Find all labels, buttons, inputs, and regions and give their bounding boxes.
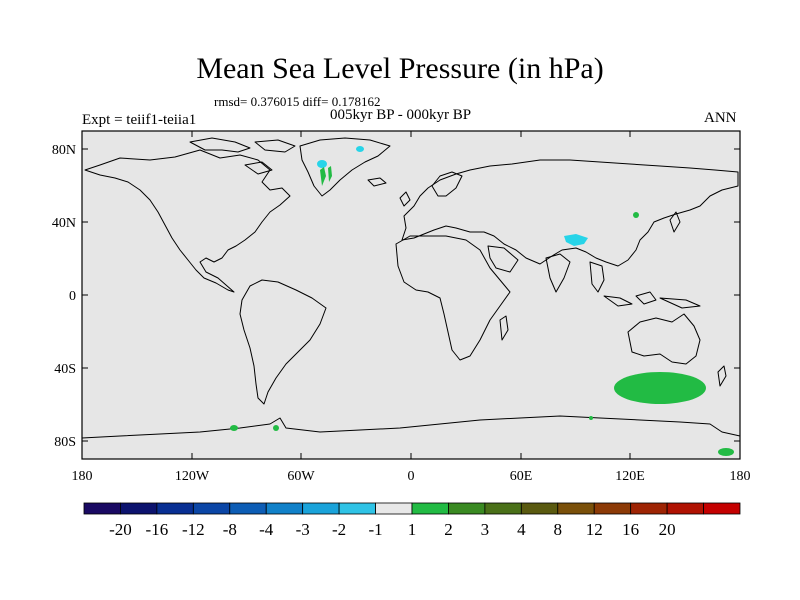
colorbar-box xyxy=(557,502,595,515)
colorbar-label: -1 xyxy=(368,520,382,539)
lon-tick-label: 180 xyxy=(72,469,93,484)
coast-north-america xyxy=(84,149,291,293)
colorbar-box xyxy=(411,502,449,515)
anomaly-ross-sea xyxy=(718,448,734,456)
colorbar-label: -2 xyxy=(332,520,346,539)
lon-tick-label: 120W xyxy=(175,469,210,484)
colorbar-box xyxy=(302,502,340,515)
colorbar-label: 16 xyxy=(622,520,639,539)
coast-antarctica xyxy=(81,415,741,439)
colorbar-box xyxy=(156,502,194,515)
anomaly-antarctica-1 xyxy=(230,425,238,431)
coast-australia xyxy=(627,313,701,365)
coast-south-america xyxy=(239,279,327,405)
anomaly-greenland-north xyxy=(356,146,364,152)
colorbar-label: -12 xyxy=(182,520,205,539)
coast-africa xyxy=(395,235,511,361)
colorbar-box xyxy=(666,502,704,515)
colorbar-box xyxy=(265,502,304,515)
anomaly-greenland-west xyxy=(317,160,327,168)
anomaly-greenland-south-1 xyxy=(320,167,326,186)
colorbar-label: 3 xyxy=(481,520,490,539)
longitude-axis: 180 120W 60W 0 60E 120E 180 xyxy=(72,131,751,484)
colorbar-label: -4 xyxy=(259,520,274,539)
colorbar-label: -20 xyxy=(109,520,132,539)
colorbar-box xyxy=(703,502,741,515)
colorbar-box xyxy=(120,502,158,515)
anomaly-greenland-south-2 xyxy=(328,166,332,182)
colorbar-label: 1 xyxy=(408,520,417,539)
lat-tick-label: 40N xyxy=(52,216,76,231)
latitude-axis: 80N 40N 0 40S 80S xyxy=(52,143,740,450)
colorbar-box xyxy=(448,502,486,515)
colorbar-label: 12 xyxy=(586,520,603,539)
colorbar-label: -8 xyxy=(223,520,237,539)
colorbar-box xyxy=(229,502,267,515)
anomaly-tibet xyxy=(564,234,588,246)
period-line: 005kyr BP - 000kyr BP xyxy=(330,107,472,123)
colorbar-label: -16 xyxy=(146,520,169,539)
colorbar-box xyxy=(192,502,231,515)
colorbar-box xyxy=(484,502,522,515)
experiment-label: Expt = teiif1-teiia1 xyxy=(82,112,197,128)
colorbar-box xyxy=(375,502,413,515)
lon-tick-label: 60E xyxy=(510,469,533,484)
lon-tick-label: 60W xyxy=(287,469,315,484)
colorbar-label: 2 xyxy=(444,520,453,539)
stats-line: rmsd= 0.376015 diff= 0.178162 xyxy=(214,94,381,109)
colorbar-label: 8 xyxy=(554,520,563,539)
colorbar-label: 20 xyxy=(659,520,676,539)
colorbar-label: -3 xyxy=(296,520,310,539)
coast-eurasia xyxy=(401,159,739,267)
lat-tick-label: 0 xyxy=(69,289,76,304)
colorbar-label: 4 xyxy=(517,520,526,539)
lat-tick-label: 80N xyxy=(52,143,76,158)
anomaly-patches xyxy=(230,146,734,456)
colorbar: -20 -16 -12 -8 -4 -3 -2 -1 1 2 3 4 8 12 16 20 xyxy=(83,502,741,539)
colorbar-box xyxy=(520,502,559,515)
lon-tick-label: 0 xyxy=(408,469,415,484)
anomaly-southern-ocean xyxy=(614,372,706,404)
anomaly-east-asia xyxy=(633,212,639,218)
lat-tick-label: 40S xyxy=(54,362,76,377)
coast-greenland xyxy=(299,137,391,197)
map-plot-area xyxy=(82,131,740,459)
colorbar-box xyxy=(630,502,668,515)
lon-tick-label: 180 xyxy=(730,469,751,484)
map-title: Mean Sea Level Pressure (in hPa) xyxy=(196,52,604,85)
colorbar-box xyxy=(338,502,376,515)
season-label: ANN xyxy=(704,110,737,126)
colorbar-box xyxy=(593,502,632,515)
anomaly-antarctica-3 xyxy=(589,416,593,420)
lon-tick-label: 120E xyxy=(615,469,645,484)
colorbar-box xyxy=(83,502,121,515)
coastlines xyxy=(81,137,741,439)
lat-tick-label: 80S xyxy=(54,435,76,450)
anomaly-antarctica-2 xyxy=(273,425,279,431)
